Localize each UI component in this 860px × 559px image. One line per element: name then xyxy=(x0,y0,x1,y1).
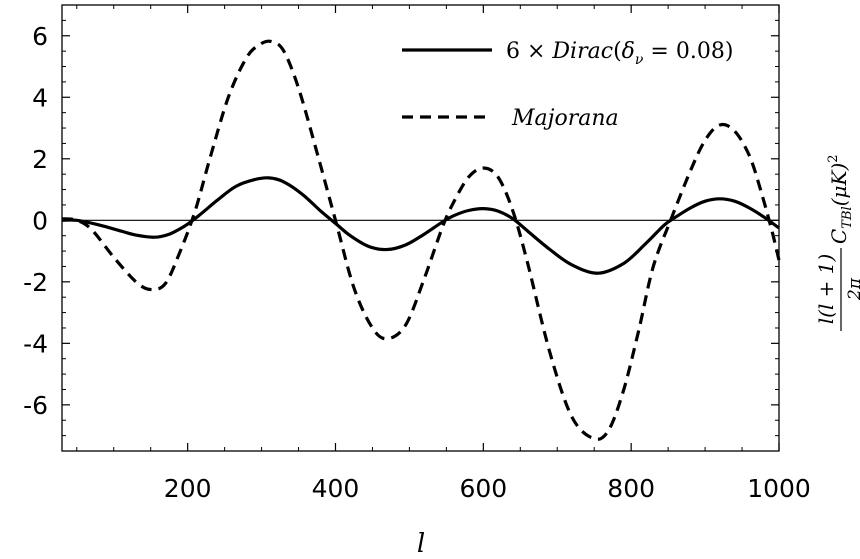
legend-label-dirac: 6 × Dirac(δν = 0.08) xyxy=(506,39,733,68)
y-axis-label-denominator: 2π xyxy=(845,277,860,301)
y-axis-label: l(l + 1) 2π CTBl(μK)2 xyxy=(814,154,860,331)
legend-label-majorana: Majorana xyxy=(511,106,619,131)
y-tick-label: 6 xyxy=(32,22,48,51)
y-axis-label-numerator: l(l + 1) xyxy=(814,254,838,325)
x-tick-label: 400 xyxy=(312,474,360,503)
series-line-dirac xyxy=(61,176,780,275)
series-layer xyxy=(61,39,781,441)
y-tick-label: -2 xyxy=(23,268,48,297)
y-tick-label: -6 xyxy=(23,391,48,420)
major-ticks xyxy=(62,5,780,451)
y-axis-label-sup: 2 xyxy=(826,154,841,162)
y-axis-label-sub: TBl xyxy=(840,206,855,228)
x-tick-label: 600 xyxy=(459,474,507,503)
y-tick-label: 0 xyxy=(32,206,48,235)
y-axis-label-C: C xyxy=(827,229,851,244)
x-axis-label: l xyxy=(417,529,425,559)
y-tick-label: -4 xyxy=(23,329,48,358)
tick-labels: 200 400 600 800 1000 -6 -4 -2 0 2 4 6 xyxy=(23,22,811,503)
x-tick-label: 200 xyxy=(164,474,212,503)
x-tick-label: 800 xyxy=(607,474,655,503)
y-axis-label-unit: (μK) xyxy=(827,163,851,207)
legend-dirac-open: ( xyxy=(613,39,622,64)
legend-dirac-delta: δ xyxy=(622,39,635,64)
legend-dirac-prefix: 6 × xyxy=(506,39,552,64)
y-axis-label-main: CTBl(μK)2 xyxy=(826,154,855,244)
y-tick-label: 4 xyxy=(32,83,48,112)
minor-ticks xyxy=(62,4,779,451)
legend-dirac-sub: ν xyxy=(635,52,644,68)
legend: 6 × Dirac(δν = 0.08) Majorana xyxy=(402,39,733,131)
plot-frame xyxy=(61,4,780,452)
legend-dirac-name: Dirac xyxy=(551,39,613,64)
y-tick-label: 2 xyxy=(32,145,48,174)
legend-dirac-rest: = 0.08) xyxy=(643,39,733,64)
series-line-majorana xyxy=(61,39,781,441)
x-tick-label: 1000 xyxy=(747,474,811,503)
